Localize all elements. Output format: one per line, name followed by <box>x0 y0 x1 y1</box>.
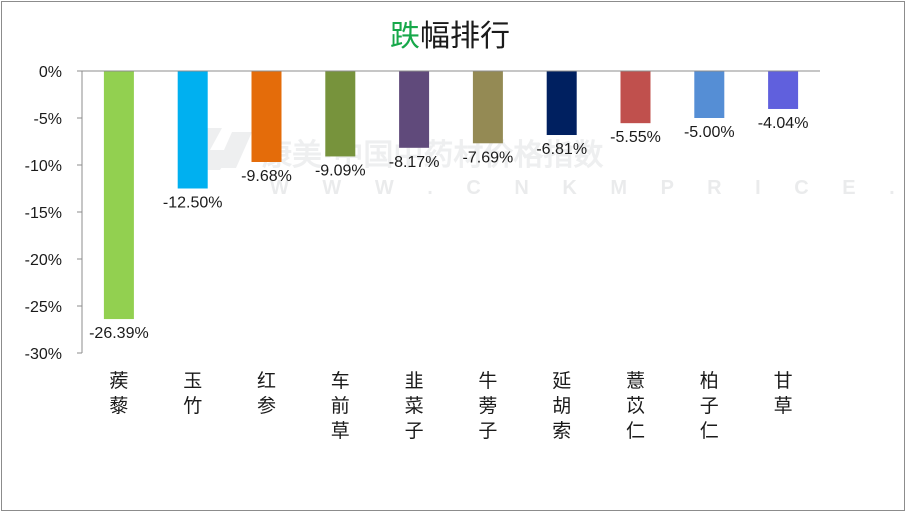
bar <box>399 71 430 148</box>
data-label: -9.68% <box>241 168 292 185</box>
data-label: -26.39% <box>89 325 149 342</box>
watermark-url: W W W . C N K M P R I C E . C O M <box>270 177 906 199</box>
x-tick-label: 牛蒡子 <box>478 370 497 442</box>
bar <box>472 71 503 144</box>
chart-title-rest: 幅排行 <box>420 19 510 54</box>
chart-title-accent: 跌 <box>390 19 420 54</box>
y-tick-label: 0% <box>39 64 62 81</box>
data-label: -7.69% <box>463 149 514 166</box>
x-tick-label: 柏子仁 <box>700 370 719 442</box>
y-tick-label: -5% <box>34 111 62 128</box>
bar <box>546 71 577 136</box>
x-tick-label: 红参 <box>257 370 276 417</box>
x-tick-label: 韭菜子 <box>405 370 424 442</box>
bar <box>177 71 208 189</box>
watermark: 康美·中国中药材价格指数 W W W . C N K M P R I C E .… <box>178 128 906 199</box>
x-tick-label: 玉竹 <box>183 370 202 417</box>
data-label: -5.00% <box>684 124 735 141</box>
bar <box>620 71 651 124</box>
y-tick-label: -10% <box>25 158 62 175</box>
data-label: -5.55% <box>610 129 661 146</box>
y-tick-label: -15% <box>25 205 62 222</box>
bars <box>103 71 799 320</box>
x-tick-label: 延胡索 <box>552 370 571 442</box>
y-axis: 0% -5% -10% -15% -20% -25% -30% <box>25 64 83 363</box>
y-tick-label: -30% <box>25 346 62 363</box>
x-axis: 蒺藜 玉竹 红参 车前草 韭菜子 牛蒡子 延胡索 薏苡仁 柏子仁 甘草 <box>82 70 820 442</box>
bar <box>694 71 725 118</box>
x-tick-label: 薏苡仁 <box>626 370 645 442</box>
x-tick-label: 蒺藜 <box>109 370 128 417</box>
data-label: -4.04% <box>758 115 809 132</box>
data-labels: -26.39% -12.50% -9.68% -9.09% -8.17% -7.69% -6… <box>89 115 808 342</box>
data-label: -8.17% <box>389 154 440 171</box>
watermark-text: 康美·中国中药材价格指数 <box>262 138 604 173</box>
data-label: -12.50% <box>163 195 223 212</box>
bar <box>103 71 134 320</box>
x-tick-label: 车前草 <box>331 370 350 442</box>
data-label: -9.09% <box>315 162 366 179</box>
chart-title: 跌幅排行 <box>390 19 510 54</box>
bar <box>768 71 799 109</box>
x-tick-label: 甘草 <box>774 370 793 417</box>
bar <box>325 71 356 157</box>
data-label: -6.81% <box>536 141 587 158</box>
bar <box>251 71 282 162</box>
y-tick-label: -20% <box>25 252 62 269</box>
y-tick-label: -25% <box>25 299 62 316</box>
